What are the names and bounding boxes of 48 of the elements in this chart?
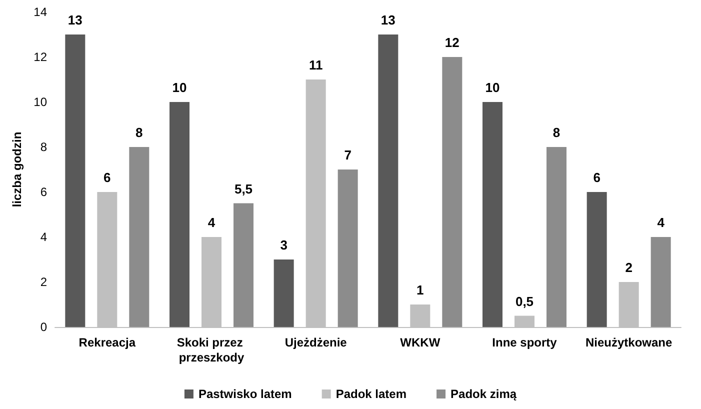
y-tick-label: 14	[34, 5, 48, 19]
bar	[65, 34, 86, 327]
x-tick-label: Ujeżdżenie	[284, 336, 348, 350]
bar	[482, 102, 502, 327]
data-label: 3	[280, 238, 288, 252]
bar	[170, 102, 190, 327]
data-label: 10	[172, 80, 187, 95]
data-label: 1	[416, 282, 424, 298]
bar	[546, 147, 566, 327]
data-label: 0,5	[515, 294, 534, 309]
data-label: 4	[657, 215, 666, 230]
x-tick-label: Skoki przez przeszkody	[176, 336, 246, 364]
bar	[129, 147, 150, 327]
data-label: 6	[593, 170, 600, 185]
data-label: 10	[485, 80, 500, 95]
y-tick-label: 6	[40, 185, 48, 199]
data-label: 8	[136, 125, 143, 140]
data-label: 2	[625, 260, 632, 275]
data-label: 13	[380, 12, 396, 28]
y-tick-label: 10	[34, 95, 48, 109]
legend-label: Pastwisko latem	[198, 387, 292, 401]
y-axis-title: liczba godzin	[10, 132, 24, 208]
legend-label: Padok latem	[336, 387, 407, 401]
bar	[442, 57, 462, 327]
y-tick-label: 0	[40, 320, 48, 334]
data-label: 6	[104, 170, 111, 185]
data-label: 5,5	[234, 181, 253, 196]
bar	[378, 34, 398, 327]
bar	[586, 192, 607, 327]
data-label: 13	[68, 12, 82, 28]
data-label: 7	[344, 148, 352, 162]
x-tick-label: Inne sporty	[492, 336, 558, 350]
data-label: 8	[552, 125, 560, 140]
bar	[650, 237, 671, 327]
x-tick-label: WKKW	[400, 336, 441, 350]
x-tick-label: Nieużytkowane	[585, 336, 672, 350]
y-tick-label: 8	[40, 140, 48, 154]
x-tick-label: Rekreacja	[78, 336, 136, 350]
data-label: 4	[208, 215, 216, 230]
bar	[274, 260, 294, 327]
bar	[338, 170, 358, 327]
y-tick-label: 4	[40, 230, 48, 244]
data-label: 12	[444, 35, 460, 50]
y-tick-label: 2	[40, 275, 48, 289]
y-tick-label: 12	[34, 50, 48, 64]
bar	[234, 203, 254, 327]
data-label: 11	[308, 58, 323, 72]
legend-label: Padok zimą	[450, 387, 517, 401]
